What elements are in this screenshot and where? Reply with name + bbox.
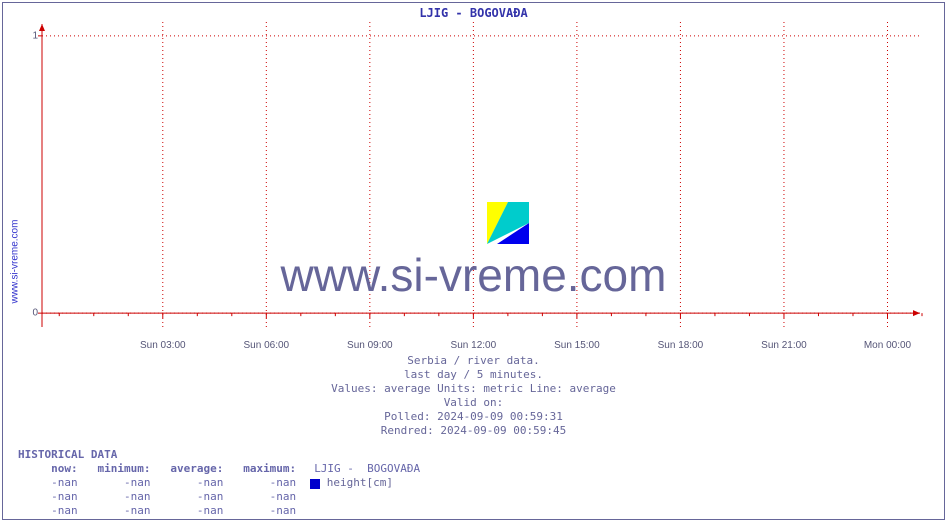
xtick-label: Mon 00:00 <box>864 340 911 351</box>
meta-line-5: Polled: 2024-09-09 00:59:31 <box>0 410 947 424</box>
hist-cell: -nan <box>150 504 223 518</box>
hist-header: maximum: <box>223 462 296 476</box>
hist-cell: -nan <box>18 476 78 490</box>
meta-line-6: Rendred: 2024-09-09 00:59:45 <box>0 424 947 438</box>
xtick-label: Sun 03:00 <box>140 340 186 351</box>
hist-header: average: <box>150 462 223 476</box>
hist-cell: -nan <box>78 476 151 490</box>
ytick-label: 0 <box>30 308 38 319</box>
hist-series-label: LJIG - BOGOVAĐA <box>296 462 420 476</box>
meta-line-4: Valid on: <box>0 396 947 410</box>
xtick-label: Sun 15:00 <box>554 340 600 351</box>
hist-cell: -nan <box>223 476 296 490</box>
meta-block: Serbia / river data. last day / 5 minute… <box>0 354 947 438</box>
meta-line-2: last day / 5 minutes. <box>0 368 947 382</box>
hist-cell: -nan <box>150 476 223 490</box>
hist-cell: -nan <box>78 490 151 504</box>
ytick-label: 1 <box>30 30 38 41</box>
hist-cell: -nan <box>78 504 151 518</box>
hist-header: minimum: <box>78 462 151 476</box>
hist-header: now: <box>18 462 78 476</box>
xtick-label: Sun 18:00 <box>658 340 704 351</box>
hist-cell: -nan <box>223 504 296 518</box>
historical-title: HISTORICAL DATA <box>18 448 117 461</box>
xtick-label: Sun 06:00 <box>244 340 290 351</box>
xtick-label: Sun 12:00 <box>451 340 497 351</box>
hist-cell: -nan <box>18 504 78 518</box>
meta-line-3: Values: average Units: metric Line: aver… <box>0 382 947 396</box>
hist-cell: -nan <box>18 490 78 504</box>
hist-cell: -nan <box>223 490 296 504</box>
watermark-logo <box>487 202 529 244</box>
legend-marker-icon: height[cm] <box>296 476 393 490</box>
xtick-label: Sun 09:00 <box>347 340 393 351</box>
chart-title: LJIG - BOGOVAĐA <box>0 6 947 20</box>
xtick-label: Sun 21:00 <box>761 340 807 351</box>
hist-unit-label: height[cm] <box>320 476 393 489</box>
hist-cell: -nan <box>150 490 223 504</box>
meta-line-1: Serbia / river data. <box>0 354 947 368</box>
watermark-text: www.si-vreme.com <box>0 248 947 302</box>
historical-table: now: minimum: average: maximum:LJIG - BO… <box>18 462 420 518</box>
